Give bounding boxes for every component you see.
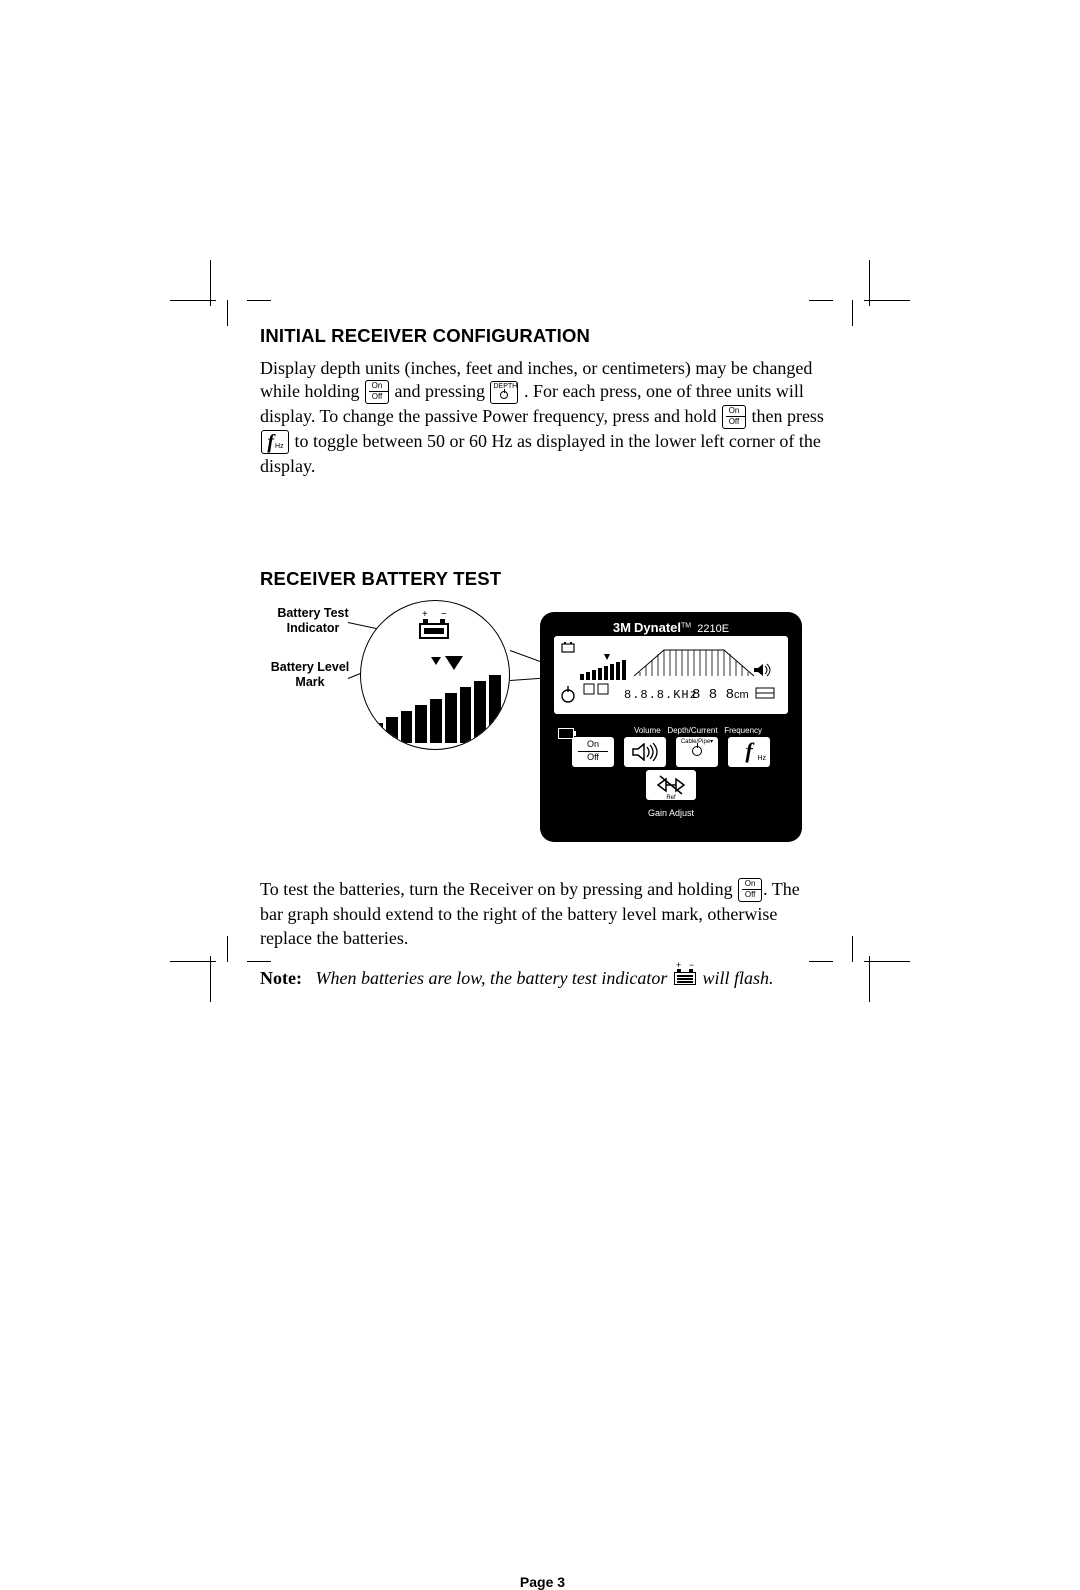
label-battery-level-mark: Battery Level Mark: [260, 660, 360, 690]
device-depth-current-button: Cable/Pipe▾: [676, 737, 718, 767]
device-on-off-button: OnOff: [572, 737, 614, 767]
device-volume-button: [624, 737, 666, 767]
svg-text:Ref: Ref: [666, 795, 676, 800]
label-battery-test-indicator: Battery Test Indicator: [268, 606, 358, 636]
svg-text:8 8 8: 8 8 8: [692, 687, 734, 703]
text: To test the batteries, turn the Receiver…: [260, 879, 737, 899]
heading-initial-config: INITIAL RECEIVER CONFIGURATION: [260, 325, 825, 347]
device-gain-button: Ref: [646, 770, 696, 800]
text: to toggle between 50 or 60 Hz as display…: [260, 431, 821, 476]
on-off-button-icon: OnOff: [722, 405, 746, 429]
on-off-button-icon: OnOff: [365, 380, 389, 404]
battery-icon: +−: [674, 969, 696, 987]
svg-text:8.8.8.KHz: 8.8.8.KHz: [624, 688, 698, 702]
device-panel: 3M DynatelTM 2210E: [540, 612, 802, 842]
battery-level-mark-icon: [431, 657, 441, 665]
note-label: Note:: [260, 968, 302, 988]
svg-text:cm: cm: [734, 689, 749, 701]
bar-graph: [371, 673, 501, 743]
content-area: INITIAL RECEIVER CONFIGURATION Display d…: [260, 325, 825, 1005]
page-number: Page 3: [260, 1574, 825, 1590]
paragraph-battery-test: To test the batteries, turn the Receiver…: [260, 878, 825, 950]
section-battery-test: RECEIVER BATTERY TEST Battery Test Indic…: [260, 568, 825, 989]
triangle-marker-icon: [445, 656, 463, 670]
device-title: 3M DynatelTM 2210E: [540, 620, 802, 635]
heading-battery-test: RECEIVER BATTERY TEST: [260, 568, 825, 590]
depth-button-icon: DEPTH: [490, 381, 518, 404]
on-off-button-icon: OnOff: [738, 878, 762, 902]
text: and pressing: [395, 381, 490, 401]
note-text: will flash.: [702, 968, 773, 988]
note-line: Note: When batteries are low, the batter…: [260, 968, 825, 989]
text: then press: [751, 406, 823, 426]
gain-adjust-label: Gain Adjust: [540, 808, 802, 818]
frequency-button-icon: fHz: [261, 430, 289, 454]
note-text: When batteries are low, the battery test…: [315, 968, 671, 988]
device-frequency-button: fHz: [728, 737, 770, 767]
device-button-row: Volume Depth/Current Frequency OnOff: [540, 726, 802, 767]
paragraph-initial-config: Display depth units (inches, feet and in…: [260, 357, 825, 478]
device-gain-row: Ref Gain Adjust: [540, 770, 802, 818]
diagram-battery-test: Battery Test Indicator Battery Level Mar…: [260, 600, 825, 850]
battery-icon: +−: [419, 619, 449, 641]
device-lcd: 8.8.8.KHz 8 8 8 cm: [554, 636, 788, 714]
page: INITIAL RECEIVER CONFIGURATION Display d…: [0, 0, 1080, 1397]
zoom-circle: +−: [360, 600, 510, 750]
